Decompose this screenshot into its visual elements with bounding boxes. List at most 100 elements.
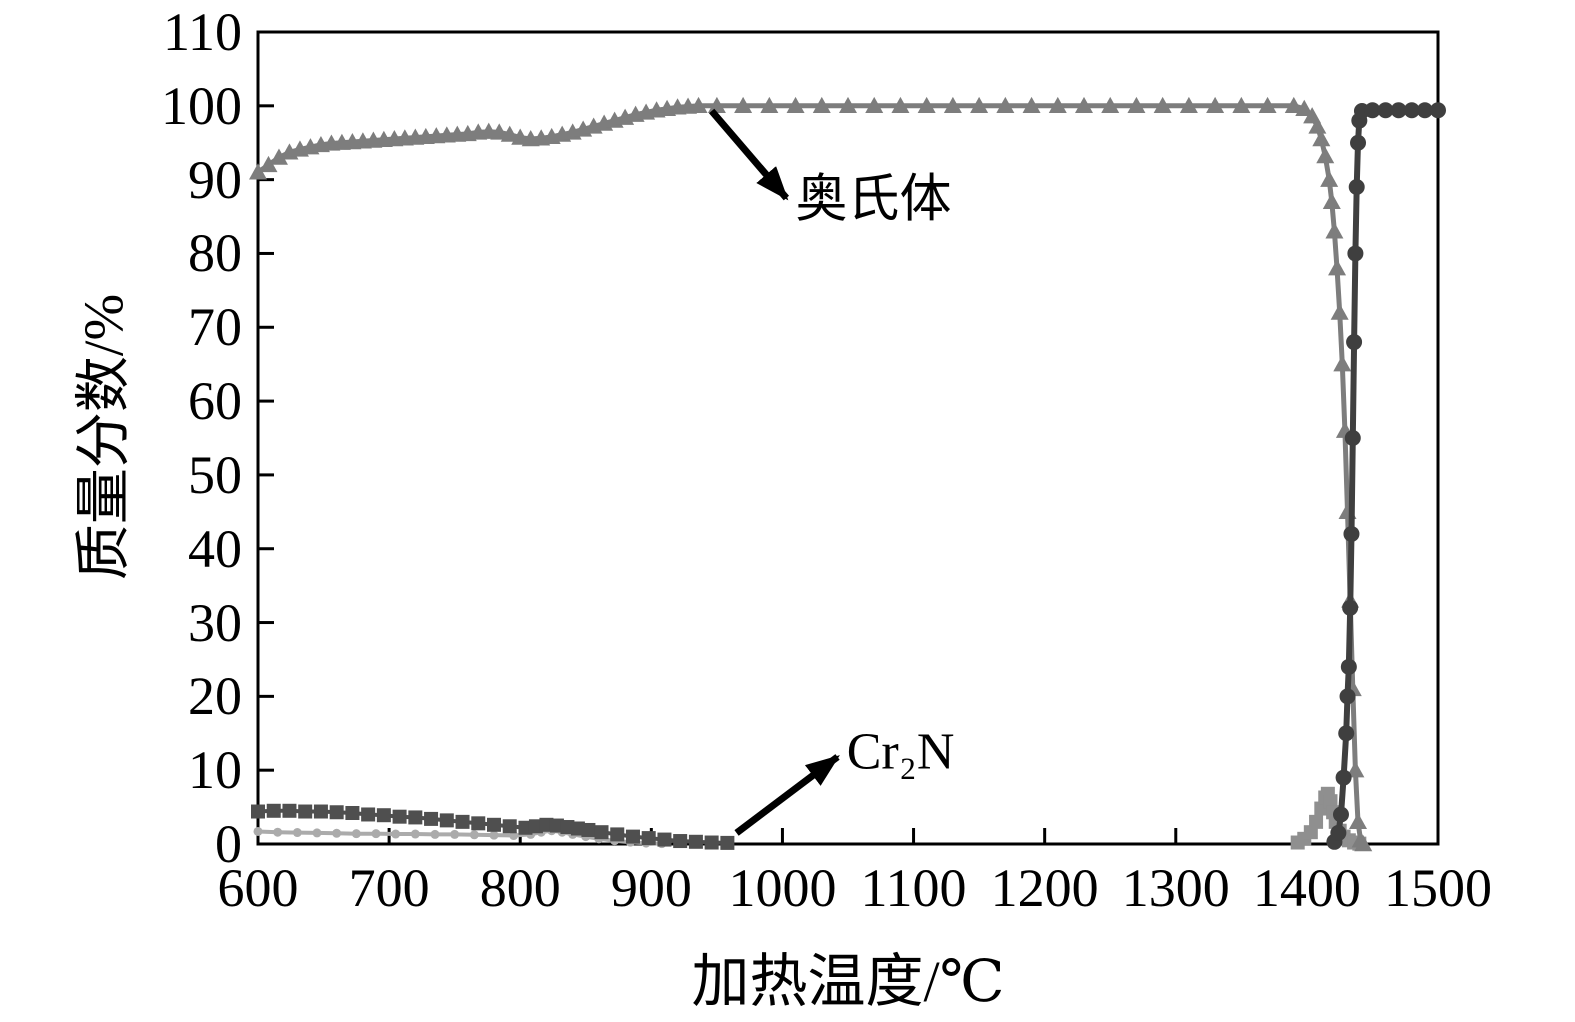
series-liquid-marker [1339, 688, 1356, 705]
y-tick-label: 0 [215, 814, 242, 874]
x-tick-label: 1400 [1252, 858, 1361, 918]
series-austenite-marker [734, 96, 753, 114]
series-cr2n-marker [424, 811, 439, 826]
series-cr2n-marker [408, 810, 423, 825]
series-cr2n-marker [625, 829, 640, 844]
series-austenite-marker [1179, 96, 1198, 114]
x-axis-title: 加热温度/℃ [691, 949, 1005, 1014]
series-austenite-marker [1284, 96, 1303, 114]
series-liquid-marker [1330, 824, 1347, 841]
annotation-arrow-0 [708, 108, 790, 201]
series-cr2n-marker [641, 831, 656, 846]
series-austenite-marker [943, 96, 962, 114]
series-liquid-marker [1416, 102, 1433, 119]
series-austenite-marker [1048, 96, 1067, 114]
x-tick-label: 1500 [1384, 858, 1492, 918]
series-austenite-marker [249, 163, 267, 180]
annotation-cr2n-label: Cr₂N [846, 723, 955, 781]
series-cr2n-marker [471, 816, 486, 831]
series-cr2n-marker [282, 803, 297, 818]
y-tick-label: 40 [188, 518, 242, 579]
series-minor-phase-marker [469, 830, 479, 840]
x-tick-label: 600 [217, 858, 299, 918]
series-austenite-marker [1349, 812, 1368, 830]
y-tick-label: 50 [188, 444, 242, 505]
series-liquid-marker [1403, 102, 1420, 119]
series-liquid-marker [1343, 525, 1360, 542]
series-cr2n-marker [688, 834, 703, 849]
series-cr2n-marker [266, 803, 281, 818]
series-austenite-marker [1022, 96, 1041, 114]
series-austenite-marker [1153, 96, 1172, 114]
y-tick-label: 90 [188, 149, 242, 210]
y-tick-label: 10 [188, 740, 242, 801]
series-austenite-marker [1308, 117, 1327, 134]
plot-border [256, 30, 1440, 846]
y-tick-label: 100 [161, 75, 242, 136]
series-liquid-marker [1390, 102, 1407, 119]
series-austenite-marker [1320, 170, 1339, 187]
series-austenite-marker [1330, 303, 1349, 320]
series-austenite-marker [1354, 835, 1373, 852]
series-austenite-marker [1101, 96, 1120, 114]
series-minor-phase-marker [332, 828, 342, 838]
series-cr2n-marker [502, 819, 517, 834]
series-austenite-marker [1333, 355, 1352, 372]
series-austenite-marker [1316, 147, 1335, 164]
series-austenite-marker [786, 96, 805, 114]
series-cr2n-marker [298, 804, 313, 819]
x-tick-label: 1200 [990, 858, 1099, 918]
series-cr2n-marker [439, 813, 454, 828]
series-cr2n-marker [361, 807, 376, 822]
series-liquid-marker [1338, 725, 1355, 742]
series-austenite-marker [812, 96, 831, 114]
series-minor-phase-marker [351, 829, 361, 839]
y-tick-label: 30 [188, 592, 242, 653]
series-minor-phase-marker [391, 829, 401, 839]
x-tick-label: 1000 [728, 858, 837, 918]
series-austenite-marker [1075, 96, 1093, 114]
series-cr2n-marker [657, 832, 672, 847]
x-tick-label: 700 [348, 858, 430, 918]
series-minor-phase-marker [410, 829, 420, 839]
series-austenite-marker [1206, 96, 1225, 114]
series-liquid-marker [1430, 102, 1446, 119]
series-liquid-marker [1346, 334, 1363, 351]
series-liquid-marker [1340, 658, 1357, 675]
series-austenite-marker [1295, 99, 1314, 116]
series-cr2n-marker [251, 804, 265, 819]
y-tick-label: 60 [188, 371, 242, 432]
series-liquid-marker [1348, 179, 1365, 196]
series-austenite-marker [1127, 96, 1146, 114]
series-minor-phase-marker [312, 828, 322, 838]
series-cr2n-marker [610, 827, 625, 842]
series-austenite-marker [689, 96, 708, 114]
series-liquid-marker [1335, 769, 1352, 786]
series-austenite-marker [1322, 192, 1341, 209]
series-liquid-marker [1377, 102, 1394, 119]
series-austenite-marker [839, 96, 857, 114]
series-minor-phase-marker [450, 829, 460, 839]
series-liquid-marker [1344, 430, 1361, 446]
series-minor-phase-marker [430, 829, 440, 839]
series-austenite-marker [259, 155, 278, 173]
y-tick-label: 110 [163, 2, 242, 62]
series-cr2n-marker [673, 834, 688, 849]
y-tick-label: 20 [188, 666, 242, 727]
series-cr2n-marker [720, 835, 735, 850]
series-cr2n-marker [392, 809, 407, 824]
annotation-austenite-label: 奥氏体 [795, 171, 952, 229]
series-liquid-marker [1332, 806, 1349, 823]
series-cr2n-marker [455, 814, 470, 829]
series-liquid-marker [1364, 102, 1381, 119]
series-minor-phase-marker [292, 828, 302, 838]
series-high-temp-minor-phase-marker [1323, 794, 1338, 809]
series-austenite-marker [970, 96, 989, 114]
series-austenite-marker [1325, 222, 1344, 239]
y-tick-label: 80 [188, 223, 242, 284]
series-austenite-marker [1258, 96, 1277, 114]
series-austenite-marker [707, 96, 726, 114]
series-cr2n-marker [313, 804, 328, 819]
series-liquid-marker [1350, 134, 1367, 151]
